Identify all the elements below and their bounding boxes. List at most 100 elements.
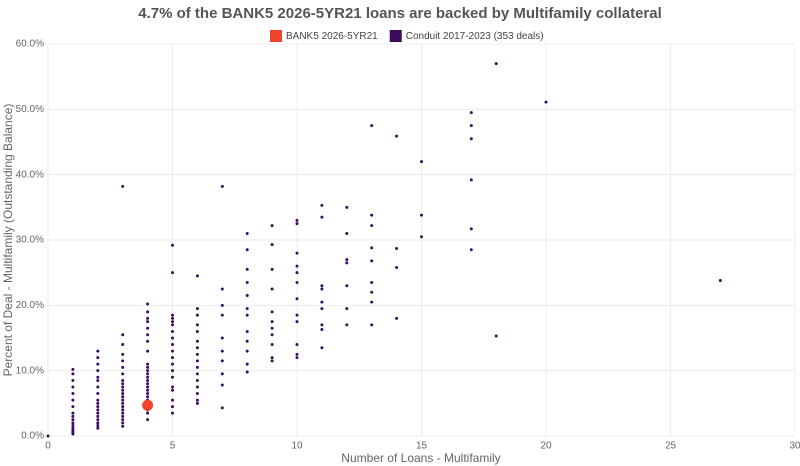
- data-point: [146, 326, 150, 330]
- data-point: [195, 398, 199, 402]
- data-point: [195, 401, 199, 405]
- data-point: [220, 349, 224, 353]
- data-point: [270, 333, 274, 337]
- data-point: [96, 408, 100, 412]
- x-axis-title: Number of Loans - Multifamily: [341, 451, 500, 465]
- data-point: [121, 395, 125, 399]
- data-point: [121, 385, 125, 389]
- data-point: [245, 313, 249, 317]
- y-tick-label: 40.0%: [16, 169, 44, 180]
- data-point: [370, 124, 374, 128]
- legend-label: BANK5 2026-5YR21: [286, 31, 378, 42]
- data-point: [121, 382, 125, 386]
- data-point: [121, 424, 125, 428]
- data-point: [220, 287, 224, 291]
- data-point: [195, 352, 199, 356]
- data-point: [295, 320, 299, 324]
- data-point: [295, 218, 299, 222]
- data-point: [96, 349, 100, 353]
- data-point: [220, 184, 224, 188]
- data-point: [220, 372, 224, 376]
- data-point: [270, 243, 274, 247]
- data-point: [295, 264, 299, 268]
- data-point: [395, 316, 399, 320]
- data-point: [295, 271, 299, 275]
- data-point: [220, 303, 224, 307]
- data-point: [420, 213, 423, 217]
- data-point: [171, 349, 174, 353]
- data-point: [96, 426, 100, 430]
- data-point: [469, 137, 473, 141]
- data-point: [345, 284, 349, 288]
- data-point: [270, 310, 274, 314]
- data-point: [345, 231, 349, 235]
- data-point: [270, 224, 274, 228]
- data-point: [469, 227, 473, 231]
- data-point: [146, 418, 150, 422]
- data-point: [270, 287, 274, 291]
- data-point: [121, 398, 125, 402]
- data-point: [146, 369, 150, 373]
- data-point: [320, 284, 324, 288]
- data-point: [270, 320, 274, 324]
- data-point: [220, 406, 224, 410]
- data-point: [71, 405, 75, 409]
- data-point: [146, 372, 150, 376]
- data-point: [295, 343, 299, 347]
- data-point: [320, 323, 324, 327]
- data-point: [121, 411, 125, 415]
- data-point: [420, 160, 423, 164]
- data-point: [146, 320, 150, 324]
- data-point: [121, 378, 125, 382]
- legend-swatch: [389, 30, 402, 42]
- data-point: [121, 418, 125, 422]
- data-point: [469, 124, 473, 128]
- data-point: [270, 356, 274, 360]
- data-point: [146, 333, 150, 337]
- data-point: [320, 328, 324, 332]
- data-point: [96, 424, 100, 428]
- data-point: [420, 235, 423, 239]
- data-point: [96, 392, 100, 396]
- data-point: [295, 356, 299, 360]
- data-point: [245, 294, 249, 298]
- data-point: [96, 418, 100, 422]
- data-point: [71, 398, 75, 402]
- data-point: [171, 316, 174, 320]
- x-tick-label: 25: [665, 441, 677, 452]
- y-axis-title: Percent of Deal - Multifamily (Outstandi…: [1, 104, 15, 377]
- data-point: [121, 405, 125, 409]
- data-point: [71, 418, 75, 422]
- data-point: [121, 421, 125, 425]
- data-point: [295, 222, 299, 226]
- data-point: [121, 388, 125, 392]
- data-point: [171, 375, 174, 379]
- data-point: [195, 339, 199, 343]
- data-point: [71, 367, 75, 371]
- data-point: [245, 362, 249, 366]
- data-point: [171, 385, 174, 389]
- data-point: [220, 359, 224, 363]
- data-point: [469, 248, 473, 252]
- data-point: [494, 334, 498, 338]
- data-point: [345, 307, 349, 311]
- data-point: [142, 399, 154, 411]
- data-point: [71, 421, 75, 425]
- legend-label: Conduit 2017-2023 (353 deals): [406, 31, 544, 42]
- data-point: [171, 405, 174, 409]
- data-point: [718, 279, 722, 283]
- data-point: [370, 224, 374, 228]
- x-tick-label: 20: [540, 441, 552, 452]
- data-point: [146, 339, 150, 343]
- y-tick-label: 60.0%: [16, 39, 44, 50]
- data-point: [220, 313, 224, 317]
- data-point: [494, 62, 498, 66]
- legend: BANK5 2026-5YR21 Conduit 2017-2023 (353 d…: [270, 30, 544, 42]
- data-point: [146, 382, 150, 386]
- data-point: [121, 343, 125, 347]
- data-point: [96, 398, 100, 402]
- data-point: [171, 320, 174, 324]
- data-point: [146, 388, 150, 392]
- data-point: [195, 313, 199, 317]
- data-point: [270, 359, 274, 363]
